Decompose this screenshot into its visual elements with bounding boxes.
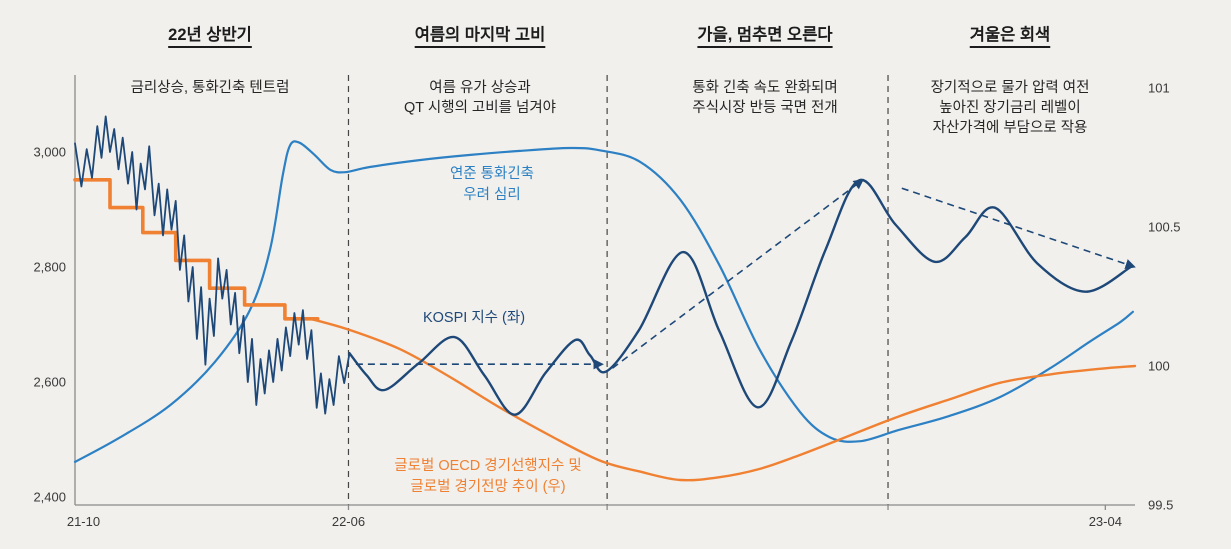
right-axis-tick-label: 100.5 [1148, 220, 1181, 235]
right-axis-tick-label: 101 [1148, 81, 1170, 96]
oecd-outlook-forecast-line [309, 317, 1137, 482]
annotation-line: 연준 통화긴축 [450, 165, 534, 182]
oecd-leading-index-actual-line [73, 178, 320, 321]
kospi-actual-line [74, 115, 351, 415]
autumn-rebound-arrow [611, 178, 864, 369]
right-axis-tick-label: 99.5 [1148, 498, 1173, 513]
x-axis-tick-label: 23-04 [1089, 514, 1122, 529]
right-axis-tick-label: 100 [1148, 359, 1170, 374]
annotation-line: 글로벌 OECD 경기선행지수 및 [394, 457, 581, 474]
annotation-line: 우려 심리 [463, 186, 520, 203]
series-lines [73, 115, 1137, 482]
x-axis-tick-label: 21-10 [67, 514, 100, 529]
left-axis-tick-label: 2,400 [33, 489, 66, 504]
annotation-line: KOSPI 지수 (좌) [423, 309, 525, 326]
projection-arrows [355, 178, 1136, 370]
fed-tightening-sentiment-line [73, 140, 1134, 463]
left-axis-tick-label: 2,600 [33, 374, 66, 389]
axis-tick-labels: 3,000 2,800 2,600 2,400 101 100.5 100 99.5 21-10… [33, 81, 1180, 529]
season-dividers [347, 75, 889, 505]
kospi-projected-path-line [348, 178, 1132, 416]
kospi-series-label: KOSPI 지수 (좌) [423, 309, 525, 326]
winter-drift-arrow [901, 187, 1136, 269]
left-axis-tick-label: 2,800 [33, 260, 66, 275]
annotation-line: 글로벌 경기전망 추이 (우) [410, 478, 565, 495]
axes [74, 75, 1135, 510]
left-axis-tick-label: 3,000 [33, 145, 66, 160]
x-axis-tick-label: 22-06 [332, 514, 365, 529]
